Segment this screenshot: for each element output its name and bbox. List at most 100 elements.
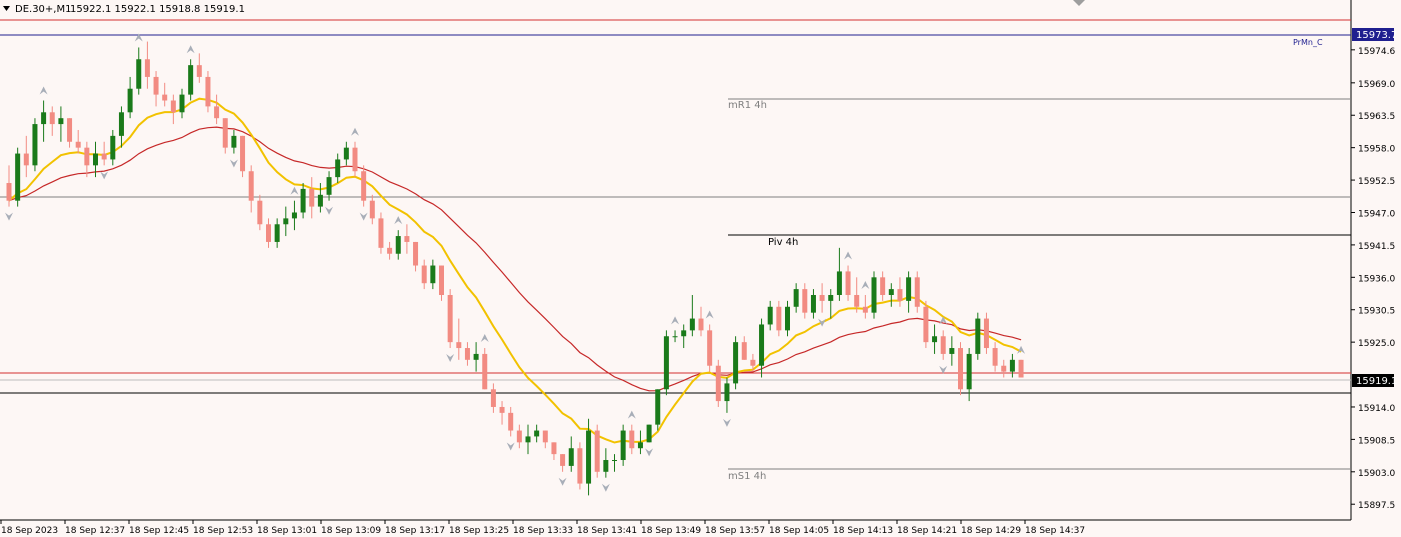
- fractal-down-icon: [818, 318, 827, 327]
- candle-bear: [802, 289, 808, 313]
- time-tick-label: 18 Sep 13:33: [513, 526, 573, 536]
- time-tick-label: 18 Sep 13:49: [641, 526, 701, 536]
- candle-bear: [508, 412, 514, 431]
- ms1-label: mS1 4h: [728, 471, 766, 482]
- fractal-down-icon: [5, 212, 13, 221]
- candle-bull: [283, 218, 289, 225]
- candle-bear: [516, 430, 522, 443]
- fractal-up-icon: [844, 251, 853, 260]
- candle-bear: [75, 141, 81, 148]
- candle-bear: [447, 294, 453, 343]
- candle-bear: [715, 365, 721, 402]
- candle-bear: [776, 306, 782, 331]
- price-tick-label: 15936.0: [1358, 274, 1395, 284]
- candle-bull: [430, 265, 436, 284]
- candle-bear: [214, 106, 220, 119]
- candle-bear: [482, 353, 488, 390]
- candle-bull: [58, 118, 64, 125]
- candle-bull: [932, 336, 938, 343]
- candle-bull: [681, 330, 687, 337]
- candle-bear: [551, 442, 557, 455]
- candle-bull: [300, 188, 306, 213]
- candle-bull: [612, 460, 617, 462]
- fractal-up-icon: [290, 186, 299, 195]
- fractal-up-icon: [1017, 345, 1026, 354]
- ma-slow-line: [8, 126, 1022, 392]
- time-tick-label: 18 Sep 14:05: [769, 526, 829, 536]
- candle-bull: [15, 153, 21, 201]
- candle-bear: [84, 147, 90, 166]
- candle-bear: [162, 94, 168, 101]
- fractal-down-icon: [359, 212, 368, 221]
- candle-bear: [914, 277, 920, 307]
- candle-bull: [179, 94, 185, 113]
- candle-bull: [888, 289, 894, 295]
- candle-bull: [317, 194, 323, 207]
- fractal-up-icon: [186, 45, 195, 54]
- candle-bull: [810, 294, 816, 313]
- fractal-up-icon: [394, 216, 403, 225]
- candle-bull: [136, 59, 142, 89]
- candle-bull: [473, 353, 479, 360]
- candle-bull: [733, 342, 739, 384]
- candle-bear: [490, 389, 496, 407]
- fractal-down-icon: [722, 418, 731, 427]
- candle-bear: [205, 76, 211, 107]
- candle-bull: [828, 294, 834, 301]
- candle-bull: [871, 277, 877, 313]
- candle-bull: [672, 336, 678, 338]
- candle-bear: [897, 289, 903, 301]
- candle-bull: [525, 436, 531, 443]
- candle-bull: [127, 88, 133, 113]
- triangle-down-icon[interactable]: [3, 6, 10, 11]
- candle-bear: [49, 112, 55, 125]
- candle-bull: [785, 306, 790, 331]
- time-tick-label: 18 Sep 14:37: [1025, 526, 1085, 536]
- candle-bear: [153, 76, 159, 95]
- price-tick-label: 15958.0: [1358, 145, 1395, 155]
- candle-bull: [568, 448, 574, 466]
- fractal-down-icon: [229, 159, 238, 168]
- candle-bull: [966, 353, 972, 390]
- fractal-down-icon: [506, 442, 515, 451]
- candle-bull: [395, 236, 401, 254]
- candle-bull: [326, 177, 332, 195]
- time-tick-label: 18 Sep 14:29: [961, 526, 1021, 536]
- fractal-up-icon: [351, 127, 359, 136]
- fractal-up-icon: [671, 316, 680, 325]
- candle-bear: [361, 171, 367, 201]
- candle-bull: [637, 442, 643, 449]
- current-price-value: 15919.1: [1356, 376, 1397, 387]
- fractal-up-icon: [134, 33, 143, 42]
- price-tick-label: 15963.5: [1358, 112, 1395, 122]
- candle-bull: [41, 112, 47, 125]
- price-ticks: 15974.6 15969.0 15963.5 15958.0 15952.5 15947…: [1351, 47, 1395, 511]
- candle-bear: [309, 188, 315, 207]
- candle-bear: [67, 118, 73, 142]
- price-tick-label: 15903.0: [1358, 469, 1395, 479]
- piv-label: Piv 4h: [768, 237, 798, 248]
- time-tick-label: 18 Sep 13:01: [257, 526, 317, 536]
- candle-bear: [369, 200, 375, 219]
- prmn-label: PrMn_C: [1293, 38, 1323, 47]
- price-tick-label: 15947.0: [1358, 209, 1395, 219]
- fractal-down-icon: [446, 354, 455, 363]
- candle-bear: [170, 100, 176, 113]
- candle-bull: [663, 336, 669, 390]
- price-tick-label: 15930.5: [1358, 307, 1395, 317]
- fractal-down-icon: [100, 171, 109, 180]
- candle-bull: [231, 135, 237, 148]
- candle-bear: [456, 342, 462, 349]
- candle-bear: [23, 153, 29, 166]
- candle-bear: [983, 318, 989, 349]
- candle-bear: [992, 348, 998, 366]
- price-tick-label: 15974.6: [1358, 47, 1395, 57]
- candle-bear: [378, 218, 384, 248]
- candle-bull: [689, 318, 695, 331]
- candle-bull: [274, 224, 280, 242]
- candle-bear: [1001, 365, 1007, 372]
- candle-bear: [629, 430, 635, 449]
- chart-shift-marker-icon[interactable]: [1073, 0, 1085, 6]
